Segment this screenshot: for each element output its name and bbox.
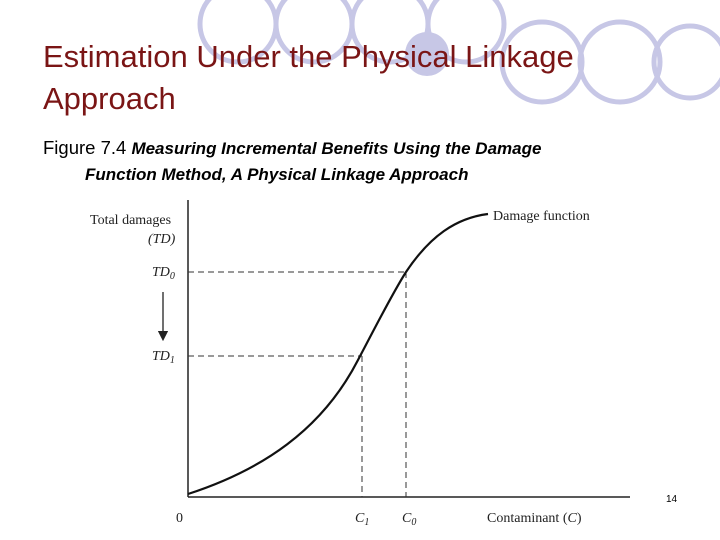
x-axis-label: Contaminant (C) [487,511,582,526]
y-axis-symbol: (TD) [148,232,176,247]
curve-label: Damage function [493,209,590,224]
y-axis-label: Total damages [90,213,171,228]
slide-title: Estimation Under the Physical Linkage Ap… [43,39,574,116]
figure-caption: Figure 7.4 Measuring Incremental Benefit… [43,135,683,188]
deco-circle [651,23,720,101]
deco-filled-circle [405,32,449,76]
decorative-circles [197,0,720,105]
td1-label: TD1 [152,349,175,366]
td0-label: TD0 [152,265,175,282]
circle-group [197,0,720,105]
deco-circle [425,0,507,65]
caption-text-line-1: Measuring Incremental Benefits Using the… [131,139,542,158]
deco-circle [577,19,663,105]
damage-function-curve [187,212,489,496]
figure-number: Figure 7.4 [43,137,127,158]
origin-label: 0 [176,511,183,526]
caption-text-line-2: Function Method, A Physical Linkage Appr… [85,165,469,184]
c1-label: C1 [355,511,369,528]
page-number: 14 [666,494,678,505]
c0-label: C0 [402,511,416,528]
